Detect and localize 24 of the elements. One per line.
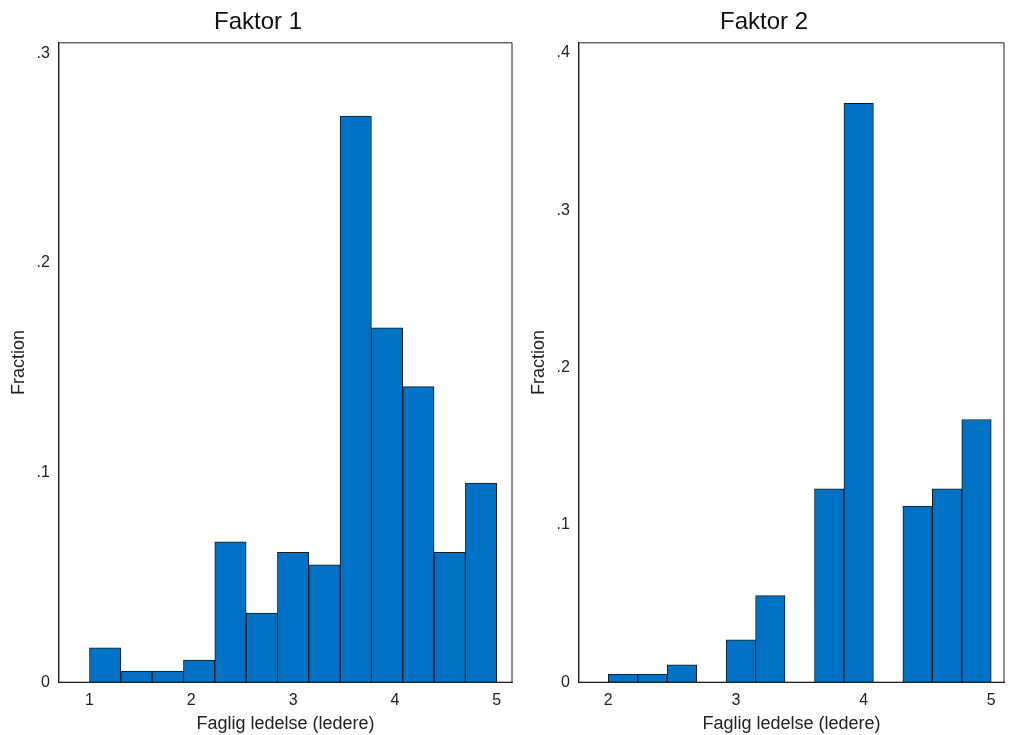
y-tick-label: .4 bbox=[556, 43, 571, 61]
chart-title: Faktor 1 bbox=[213, 7, 303, 35]
chart-title: Faktor 2 bbox=[719, 7, 809, 35]
y-tick-label: .2 bbox=[556, 358, 571, 376]
x-tick-label: 5 bbox=[986, 691, 996, 709]
x-tick-label: 2 bbox=[186, 691, 196, 709]
x-tick-label: 3 bbox=[731, 691, 741, 709]
y-tick-label: .3 bbox=[36, 43, 51, 61]
x-tick-label: 4 bbox=[390, 691, 400, 709]
y-tick-label: .2 bbox=[36, 253, 51, 271]
x-tick-label: 5 bbox=[492, 691, 502, 709]
x-axis-title: Faglig ledelse (ledere) bbox=[196, 713, 375, 734]
y-tick-label: .1 bbox=[556, 515, 571, 533]
y-tick-label: 0 bbox=[561, 672, 571, 690]
y-axis-title: Fraction bbox=[7, 329, 28, 396]
y-tick-label: .3 bbox=[556, 200, 571, 218]
x-tick-label: 2 bbox=[603, 691, 613, 709]
y-tick-label: 0 bbox=[41, 672, 51, 690]
y-tick-label: .1 bbox=[36, 462, 51, 480]
y-axis-title: Fraction bbox=[527, 329, 548, 396]
x-axis-title: Faglig ledelse (ledere) bbox=[702, 713, 881, 734]
x-tick-label: 3 bbox=[288, 691, 298, 709]
x-tick-label: 1 bbox=[85, 691, 95, 709]
x-tick-label: 4 bbox=[859, 691, 869, 709]
